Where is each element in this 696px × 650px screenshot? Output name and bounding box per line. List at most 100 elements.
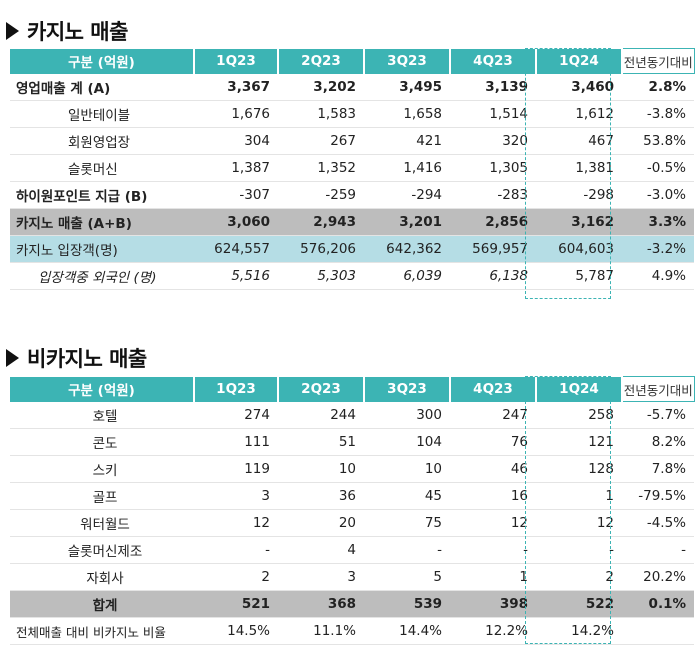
cell: 274 (194, 401, 278, 429)
cell: 12 (536, 509, 622, 537)
table-row-foreign-visitors: 입장객중 외국인 (명) 5,516 5,303 6,039 6,138 5,7… (10, 262, 694, 290)
header-4q23: 4Q23 (450, 376, 537, 402)
cell: 128 (536, 455, 622, 483)
cell: 3,202 (278, 73, 364, 101)
cell: 1,416 (364, 154, 450, 182)
header-2q23: 2Q23 (278, 376, 365, 402)
cell: 1,583 (278, 100, 364, 128)
row-label: 카지노 입장객(명) (10, 235, 194, 263)
cell: 539 (364, 590, 450, 618)
cell: 6,138 (450, 262, 536, 290)
cell: 8.2% (622, 428, 694, 456)
cell: 6,039 (364, 262, 450, 290)
cell: 119 (194, 455, 278, 483)
table-row-total: 카지노 매출 (A+B) 3,060 2,943 3,201 2,856 3,1… (10, 208, 694, 236)
cell: - (622, 536, 694, 564)
cell: 2 (536, 563, 622, 591)
cell: 1,658 (364, 100, 450, 128)
cell: 12 (450, 509, 536, 537)
row-label: 하이원포인트 지급 (B) (10, 181, 194, 209)
header-category: 구분 (억원) (10, 376, 195, 402)
row-label: 슬롯머신 (10, 154, 194, 182)
row-label: 영업매출 계 (A) (10, 73, 194, 101)
row-label: 입장객중 외국인 (명) (10, 262, 194, 290)
cell: 2,856 (450, 208, 536, 236)
cell: -3.2% (622, 235, 694, 263)
cell: 398 (450, 590, 536, 618)
cell: 11.1% (278, 617, 364, 645)
row-label: 골프 (10, 482, 194, 510)
cell: 3,460 (536, 73, 622, 101)
cell: 75 (364, 509, 450, 537)
cell: 3,139 (450, 73, 536, 101)
header-yoy: 전년동기대비 (621, 48, 695, 74)
header-category: 구분 (억원) (10, 48, 195, 74)
header-1q23: 1Q23 (194, 376, 279, 402)
row-label: 일반테이블 (10, 100, 194, 128)
row-label: 카지노 매출 (A+B) (10, 208, 194, 236)
row-label: 합계 (10, 590, 194, 618)
cell: -79.5% (622, 482, 694, 510)
cell: -5.7% (622, 401, 694, 429)
cell: 300 (364, 401, 450, 429)
cell: -0.5% (622, 154, 694, 182)
cell: 1,387 (194, 154, 278, 182)
header-1q23: 1Q23 (194, 48, 279, 74)
cell: - (450, 536, 536, 564)
cell: 45 (364, 482, 450, 510)
cell: -3.8% (622, 100, 694, 128)
cell: 20.2% (622, 563, 694, 591)
cell: 3 (194, 482, 278, 510)
cell: - (536, 536, 622, 564)
cell: - (364, 536, 450, 564)
cell: 76 (450, 428, 536, 456)
cell: 3.3% (622, 208, 694, 236)
cell: 2,943 (278, 208, 364, 236)
cell: 642,362 (364, 235, 450, 263)
cell: 3,060 (194, 208, 278, 236)
row-label: 스키 (10, 455, 194, 483)
header-4q23: 4Q23 (450, 48, 537, 74)
cell: - (194, 536, 278, 564)
cell: 576,206 (278, 235, 364, 263)
table-row: 하이원포인트 지급 (B) -307 -259 -294 -283 -298 -… (10, 181, 694, 209)
table-row: 골프 3 36 45 16 1 -79.5% (10, 482, 694, 510)
cell: 258 (536, 401, 622, 429)
cell: -259 (278, 181, 364, 209)
cell: 2 (194, 563, 278, 591)
header-3q23: 3Q23 (364, 48, 451, 74)
cell: 521 (194, 590, 278, 618)
cell: 46 (450, 455, 536, 483)
cell: 368 (278, 590, 364, 618)
table-row: 영업매출 계 (A) 3,367 3,202 3,495 3,139 3,460… (10, 73, 694, 101)
table-row: 슬롯머신 1,387 1,352 1,416 1,305 1,381 -0.5% (10, 154, 694, 182)
cell: 121 (536, 428, 622, 456)
cell: 20 (278, 509, 364, 537)
cell: 1,305 (450, 154, 536, 182)
cell: -4.5% (622, 509, 694, 537)
cell: 1 (536, 482, 622, 510)
cell: 569,957 (450, 235, 536, 263)
table-row-total: 합계 521 368 539 398 522 0.1% (10, 590, 694, 618)
cell: 53.8% (622, 127, 694, 155)
cell: 320 (450, 127, 536, 155)
header-yoy: 전년동기대비 (621, 376, 695, 402)
cell: 111 (194, 428, 278, 456)
cell: 3 (278, 563, 364, 591)
row-label: 자회사 (10, 563, 194, 591)
table-row: 일반테이블 1,676 1,583 1,658 1,514 1,612 -3.8… (10, 100, 694, 128)
cell: 4 (278, 536, 364, 564)
cell: 1,381 (536, 154, 622, 182)
cell: 624,557 (194, 235, 278, 263)
cell: 5,303 (278, 262, 364, 290)
cell: 1,612 (536, 100, 622, 128)
table-row: 스키 119 10 10 46 128 7.8% (10, 455, 694, 483)
cell: 1,352 (278, 154, 364, 182)
table-row-visitors: 카지노 입장객(명) 624,557 576,206 642,362 569,9… (10, 235, 694, 263)
cell: 0.1% (622, 590, 694, 618)
triangle-bullet-icon (6, 349, 19, 367)
table-header-row: 구분 (억원) 1Q23 2Q23 3Q23 4Q23 1Q24 전년동기대비 (10, 376, 695, 402)
cell: 7.8% (622, 455, 694, 483)
cell: 4.9% (622, 262, 694, 290)
cell: 36 (278, 482, 364, 510)
